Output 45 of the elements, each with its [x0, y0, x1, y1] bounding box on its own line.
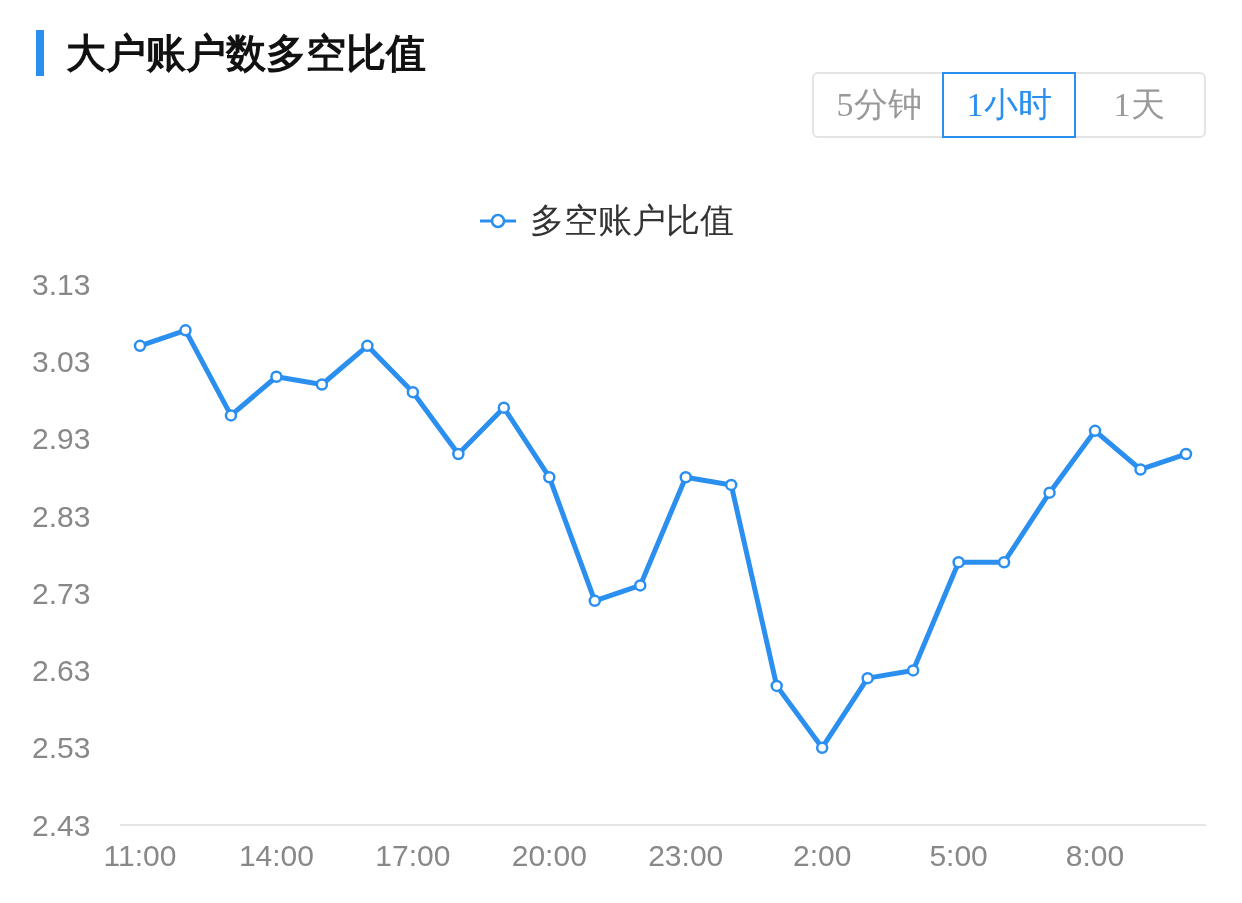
- y-tick-label: 3.03: [32, 344, 91, 378]
- point: [361, 339, 374, 353]
- point: [952, 555, 965, 569]
- point: [1134, 463, 1147, 476]
- point: [634, 579, 647, 592]
- point: [406, 385, 420, 399]
- x-tick-label: 8:00: [1065, 839, 1125, 873]
- y-tick-label: 2.53: [32, 731, 91, 765]
- point: [861, 671, 874, 685]
- point: [543, 470, 556, 484]
- y-tick-label: 3.13: [32, 267, 91, 301]
- x-tick-label: 17:00: [375, 839, 451, 873]
- point: [270, 370, 283, 383]
- point: [133, 339, 147, 353]
- point: [679, 470, 692, 484]
- x-tick-label: 20:00: [511, 839, 587, 873]
- point: [1088, 424, 1102, 438]
- y-tick-label: 2.43: [32, 808, 91, 842]
- point: [906, 664, 920, 677]
- x-tick-label: 14:00: [238, 839, 314, 873]
- point: [497, 401, 511, 414]
- y-tick-label: 2.83: [32, 499, 91, 533]
- point: [588, 594, 602, 608]
- text: 1天: [1112, 85, 1166, 125]
- x-tick-label: 11:00: [103, 839, 177, 873]
- point: [1179, 447, 1193, 461]
- text: 5分钟: [835, 85, 923, 125]
- point: [315, 378, 329, 391]
- point: [224, 409, 238, 422]
- point: [452, 447, 465, 461]
- chart-title: 大户账户数多空比值: [36, 30, 426, 76]
- point: [179, 324, 192, 337]
- point: [770, 679, 783, 693]
- text: 1小时: [942, 72, 1076, 138]
- x-tick-label: 23:00: [648, 839, 724, 873]
- x-tick-label: 2:00: [792, 839, 852, 873]
- y-tick-label: 2.93: [32, 422, 91, 456]
- point: [997, 555, 1011, 569]
- y-tick-label: 2.73: [32, 576, 91, 610]
- point: [815, 741, 829, 754]
- x-tick-label: 5:00: [929, 839, 988, 873]
- y-tick-label: 2.63: [32, 654, 91, 688]
- point: [724, 478, 738, 492]
- point: [1043, 486, 1056, 499]
- legend-label: 多空账户比值: [530, 200, 734, 241]
